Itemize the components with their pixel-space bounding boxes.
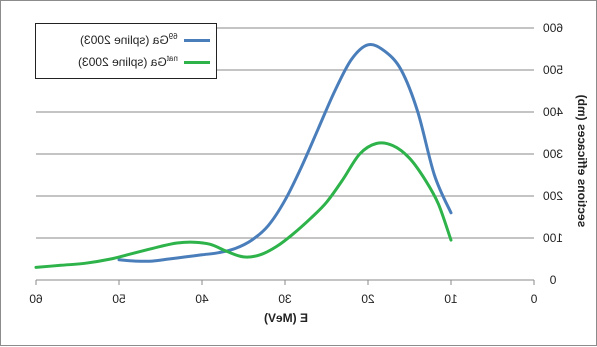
y-tick-label: 300 (543, 147, 563, 161)
chart-legend: 69Ga (spline 2003) natGa (spline 2003) (35, 23, 217, 79)
x-tick-label: 50 (112, 292, 126, 306)
x-tick-label: 30 (278, 292, 292, 306)
y-tick-label: 400 (543, 105, 563, 119)
legend-entry-69ga: 69Ga (spline 2003) (36, 30, 216, 50)
legend-swatch-69ga (184, 39, 210, 42)
x-tick-label: 0 (530, 292, 537, 306)
series-line-natga (34, 141, 453, 269)
y-tick-label: 600 (543, 21, 563, 35)
legend-label-natga: natGa (spline 2003) (78, 54, 178, 69)
x-tick-label: 40 (195, 292, 209, 306)
y-tick-label: 0 (549, 273, 556, 287)
y-axis-title: sections efficaces (mb) (575, 95, 589, 228)
x-tick-label: 10 (444, 292, 458, 306)
axes (35, 279, 535, 285)
tick-labels: 0 100 200 300 400 500 600 0 10 20 30 40 50 60 (29, 21, 563, 306)
x-axis-title: E (MeV) (264, 311, 308, 325)
series-line-69ga (117, 42, 453, 263)
y-tick-label: 500 (543, 63, 563, 77)
series-lines (34, 42, 453, 269)
y-tick-label: 100 (543, 231, 563, 245)
legend-entry-natga: natGa (spline 2003) (36, 52, 216, 72)
y-tick-label: 200 (543, 189, 563, 203)
x-tick-label: 20 (361, 292, 375, 306)
x-tick-label: 60 (29, 292, 43, 306)
legend-label-69ga: 69Ga (spline 2003) (80, 32, 178, 47)
legend-swatch-natga (184, 61, 210, 64)
